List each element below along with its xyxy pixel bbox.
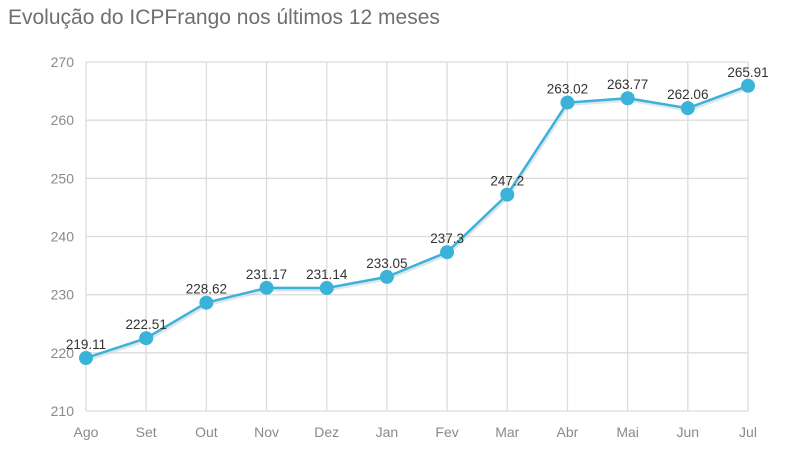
series-line-shadow xyxy=(86,86,750,362)
data-point[interactable] xyxy=(139,331,154,346)
data-point[interactable] xyxy=(500,187,515,202)
x-tick-label: Nov xyxy=(254,424,279,440)
chart-title: Evolução do ICPFrango nos últimos 12 mes… xyxy=(8,6,440,29)
y-tick-label: 250 xyxy=(51,170,75,186)
data-point[interactable] xyxy=(319,281,334,296)
data-point[interactable] xyxy=(620,91,635,106)
x-tick-label: Jun xyxy=(677,424,700,440)
data-label: 231.14 xyxy=(306,267,348,282)
data-point[interactable] xyxy=(199,295,214,310)
data-label: 231.17 xyxy=(246,267,287,282)
data-label: 222.51 xyxy=(126,317,167,332)
data-point[interactable] xyxy=(741,78,755,93)
data-point[interactable] xyxy=(680,101,695,116)
x-tick-label: Fev xyxy=(435,424,458,440)
data-point[interactable] xyxy=(440,245,455,260)
data-label: 263.02 xyxy=(547,82,588,97)
x-tick-label: Out xyxy=(195,424,218,440)
x-tick-label: Mar xyxy=(495,424,519,440)
x-axis: Ago Set Out Nov Dez Jan Fev Mar Abr Mai Jun Jul xyxy=(74,424,757,440)
y-tick-label: 210 xyxy=(51,403,75,419)
data-point[interactable] xyxy=(79,351,93,366)
y-tick-label: 260 xyxy=(51,112,75,128)
data-label: 237.3 xyxy=(430,231,464,246)
x-tick-label: Ago xyxy=(74,424,99,440)
x-tick-label: Abr xyxy=(557,424,579,440)
x-tick-label: Jan xyxy=(376,424,399,440)
data-point[interactable] xyxy=(379,269,394,284)
data-label: 233.05 xyxy=(366,256,407,271)
y-tick-label: 240 xyxy=(51,229,75,245)
series-icpfrango xyxy=(79,78,755,366)
series-line xyxy=(85,84,749,360)
data-label: 228.62 xyxy=(186,282,227,297)
y-tick-label: 270 xyxy=(51,54,75,70)
x-tick-label: Mai xyxy=(616,424,639,440)
data-label: 263.77 xyxy=(607,77,648,92)
y-tick-label: 220 xyxy=(51,345,75,361)
data-label: 247.2 xyxy=(490,174,524,189)
chart-grid xyxy=(85,61,749,412)
y-axis: 210 220 230 240 250 260 270 xyxy=(51,54,75,419)
x-tick-label: Dez xyxy=(314,424,339,440)
data-label: 265.91 xyxy=(727,65,768,80)
data-label: 219.11 xyxy=(66,337,106,352)
x-tick-label: Set xyxy=(136,424,157,440)
data-point[interactable] xyxy=(259,280,274,295)
x-tick-label: Jul xyxy=(739,424,757,440)
data-label: 262.06 xyxy=(667,87,708,102)
data-labels: 219.11 222.51 228.62 231.17 231.14 233.05 237.… xyxy=(66,65,769,352)
y-tick-label: 230 xyxy=(51,287,75,303)
data-point[interactable] xyxy=(560,95,575,110)
